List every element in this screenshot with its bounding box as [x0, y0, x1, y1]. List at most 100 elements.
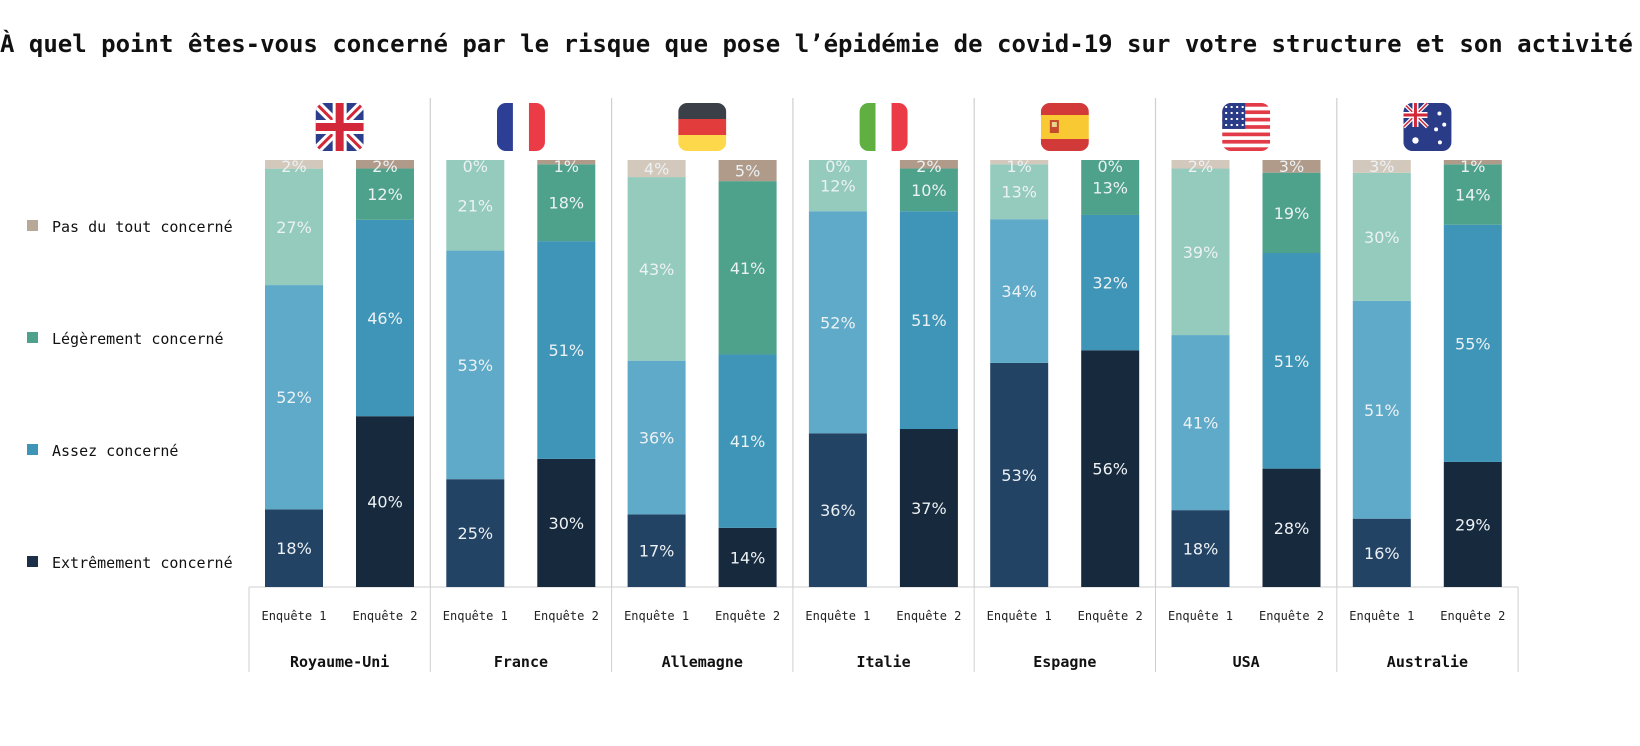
australia-flag-icon: [1403, 103, 1452, 151]
bar-segment-usa-enquete-2-pas-du-tout-concerne: [1262, 160, 1321, 173]
bar-segment-australie-enquete-2-extremement-concerne: [1443, 461, 1502, 587]
data-label-australie-enquete-2-extremement-concerne: 29%: [1455, 515, 1491, 534]
data-label-australie-enquete-1-pas-du-tout-concerne: 3%: [1369, 157, 1394, 176]
bar-segment-france-enquete-2-legerement-concerne: [537, 164, 596, 242]
bar-segment-usa-enquete-2-extremement-concerne: [1262, 468, 1321, 587]
bar-segment-espagne-enquete-2-extremement-concerne: [1081, 350, 1140, 587]
bar-segment-usa-enquete-2-legerement-concerne: [1262, 172, 1321, 254]
bar-segment-australie-enquete-1-legerement-concerne: [1352, 172, 1411, 301]
data-label-espagne-enquete-1-pas-du-tout-concerne: 1%: [1007, 157, 1032, 176]
country-label-usa: USA: [1233, 653, 1260, 671]
bar-segment-espagne-enquete-1-extremement-concerne: [990, 362, 1049, 587]
data-label-espagne-enquete-2-legerement-concerne: 13%: [1092, 178, 1128, 197]
bar-segment-usa-enquete-2-assez-concerne: [1262, 253, 1321, 469]
data-label-italie-enquete-1-pas-du-tout-concerne: 0%: [825, 157, 850, 176]
data-label-usa-enquete-2-legerement-concerne: 19%: [1274, 204, 1310, 223]
data-label-france-enquete-1-assez-concerne: 53%: [458, 356, 494, 375]
bar-segment-italie-enquete-2-pas-du-tout-concerne: [899, 160, 958, 169]
data-label-espagne-enquete-1-extremement-concerne: 53%: [1001, 466, 1037, 485]
data-label-espagne-enquete-1-assez-concerne: 34%: [1001, 282, 1037, 301]
data-label-italie-enquete-2-assez-concerne: 51%: [911, 311, 947, 330]
bar-segment-usa-enquete-1-extremement-concerne: [1171, 510, 1230, 587]
data-label-france-enquete-2-extremement-concerne: 30%: [549, 514, 585, 533]
bar-segment-usa-enquete-1-assez-concerne: [1171, 335, 1230, 511]
legend-swatch-legerement-concerne: [27, 332, 38, 343]
country-label-espagne: Espagne: [1033, 653, 1096, 671]
x-tick-label-espagne-enquete-1: Enquête 1: [987, 609, 1052, 623]
data-label-royaume-uni-enquete-1-pas-du-tout-concerne: 2%: [281, 157, 306, 176]
x-tick-label-usa-enquete-1: Enquête 1: [1168, 609, 1233, 623]
data-label-royaume-uni-enquete-1-legerement-concerne: 27%: [276, 218, 312, 237]
bar-segment-italie-enquete-1-legerement-concerne: [808, 160, 867, 212]
data-label-espagne-enquete-2-assez-concerne: 32%: [1092, 274, 1128, 293]
data-label-allemagne-enquete-1-assez-concerne: 36%: [639, 429, 675, 448]
country-label-australie: Australie: [1387, 653, 1468, 671]
x-tick-label-espagne-enquete-2: Enquête 2: [1078, 609, 1143, 623]
data-label-australie-enquete-1-assez-concerne: 51%: [1364, 401, 1400, 420]
bar-segment-royaume-uni-enquete-2-pas-du-tout-concerne: [356, 160, 414, 169]
bar-segment-royaume-uni-enquete-1-extremement-concerne: [265, 509, 323, 587]
data-label-france-enquete-1-extremement-concerne: 25%: [458, 524, 494, 543]
data-label-italie-enquete-2-pas-du-tout-concerne: 2%: [916, 157, 941, 176]
bar-segment-royaume-uni-enquete-1-pas-du-tout-concerne: [265, 160, 323, 169]
x-tick-label-australie-enquete-1: Enquête 1: [1349, 609, 1414, 623]
bar-segment-italie-enquete-1-extremement-concerne: [808, 433, 867, 587]
germany-flag-icon: [678, 103, 727, 151]
data-label-espagne-enquete-1-legerement-concerne: 13%: [1001, 183, 1037, 202]
bar-segment-espagne-enquete-1-pas-du-tout-concerne: [990, 160, 1049, 165]
data-label-australie-enquete-1-legerement-concerne: 30%: [1364, 228, 1400, 247]
legend-label-pas-du-tout-concerne: Pas du tout concerné: [52, 218, 233, 236]
bar-segment-australie-enquete-2-assez-concerne: [1443, 224, 1502, 462]
x-tick-label-italie-enquete-2: Enquête 2: [896, 609, 961, 623]
bar-segment-australie-enquete-1-pas-du-tout-concerne: [1352, 160, 1411, 173]
x-tick-label-australie-enquete-2: Enquête 2: [1440, 609, 1505, 623]
data-label-australie-enquete-1-extremement-concerne: 16%: [1364, 544, 1400, 563]
data-label-france-enquete-2-legerement-concerne: 18%: [549, 194, 585, 213]
data-label-italie-enquete-1-legerement-concerne: 12%: [820, 177, 856, 196]
country-label-royaume-uni: Royaume-Uni: [290, 653, 389, 671]
legend-swatch-assez-concerne: [27, 444, 38, 455]
data-label-usa-enquete-2-extremement-concerne: 28%: [1274, 519, 1310, 538]
spain-flag-icon: [1040, 103, 1089, 151]
x-tick-label-france-enquete-2: Enquête 2: [534, 609, 599, 623]
bar-segment-usa-enquete-1-legerement-concerne: [1171, 168, 1230, 336]
x-tick-label-royaume-uni-enquete-2: Enquête 2: [352, 609, 417, 623]
bar-segment-allemagne-enquete-1-assez-concerne: [627, 360, 686, 515]
bar-segment-france-enquete-1-extremement-concerne: [446, 479, 505, 587]
bar-segment-usa-enquete-1-pas-du-tout-concerne: [1171, 160, 1230, 169]
data-label-usa-enquete-2-pas-du-tout-concerne: 3%: [1279, 157, 1304, 176]
x-tick-label-allemagne-enquete-2: Enquête 2: [715, 609, 780, 623]
bar-segment-espagne-enquete-1-assez-concerne: [990, 219, 1049, 363]
usa-flag-icon: [1222, 103, 1271, 151]
bar-segment-espagne-enquete-2-legerement-concerne: [1081, 160, 1140, 215]
uk-flag-icon: [315, 103, 364, 151]
data-label-allemagne-enquete-2-legerement-concerne: 41%: [730, 259, 766, 278]
data-label-italie-enquete-1-extremement-concerne: 36%: [820, 501, 856, 520]
bar-segment-allemagne-enquete-2-pas-du-tout-concerne: [718, 160, 777, 182]
data-label-italie-enquete-2-extremement-concerne: 37%: [911, 499, 947, 518]
data-label-espagne-enquete-2-extremement-concerne: 56%: [1092, 460, 1128, 479]
data-label-usa-enquete-2-assez-concerne: 51%: [1274, 352, 1310, 371]
data-label-royaume-uni-enquete-2-assez-concerne: 46%: [367, 309, 403, 328]
chart-title: À quel point êtes-vous concerné par le r…: [0, 30, 1640, 58]
x-tick-label-france-enquete-1: Enquête 1: [443, 609, 508, 623]
data-label-australie-enquete-2-pas-du-tout-concerne: 1%: [1460, 157, 1485, 176]
country-label-allemagne: Allemagne: [662, 653, 743, 671]
data-label-allemagne-enquete-2-pas-du-tout-concerne: 5%: [735, 162, 760, 181]
data-label-france-enquete-1-pas-du-tout-concerne: 0%: [463, 157, 488, 176]
bar-segment-italie-enquete-2-extremement-concerne: [899, 429, 958, 587]
france-flag-icon: [496, 103, 545, 151]
country-label-france: France: [494, 653, 548, 671]
data-label-usa-enquete-1-extremement-concerne: 18%: [1183, 540, 1219, 559]
data-label-usa-enquete-1-pas-du-tout-concerne: 2%: [1188, 157, 1213, 176]
data-label-usa-enquete-1-assez-concerne: 41%: [1183, 414, 1219, 433]
data-label-allemagne-enquete-2-extremement-concerne: 14%: [730, 548, 766, 567]
data-label-france-enquete-1-legerement-concerne: 21%: [458, 196, 494, 215]
bar-segment-australie-enquete-1-assez-concerne: [1352, 300, 1411, 519]
data-label-allemagne-enquete-2-assez-concerne: 41%: [730, 432, 766, 451]
bar-segment-royaume-uni-enquete-2-legerement-concerne: [356, 168, 414, 220]
bar-segment-france-enquete-1-assez-concerne: [446, 250, 505, 480]
bar-segment-australie-enquete-2-legerement-concerne: [1443, 164, 1502, 225]
bar-segment-allemagne-enquete-1-legerement-concerne: [627, 177, 686, 361]
